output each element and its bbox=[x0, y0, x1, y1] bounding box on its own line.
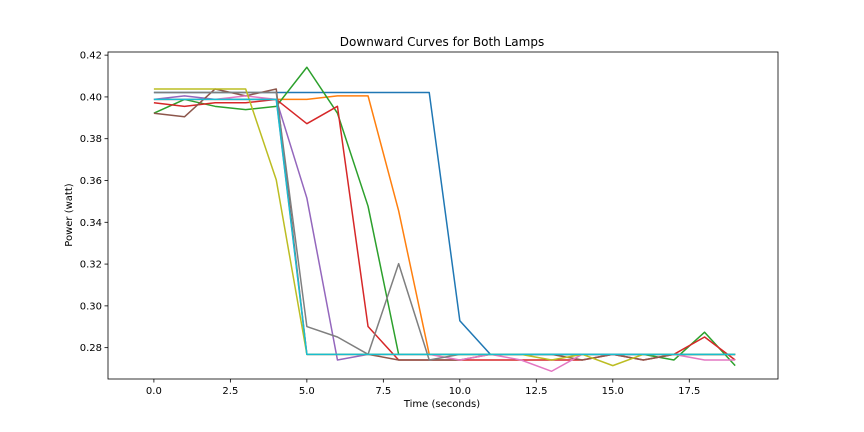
x-tick-label: 2.5 bbox=[222, 386, 238, 397]
y-tick-label: 0.30 bbox=[80, 301, 102, 312]
plot-frame bbox=[107, 51, 779, 380]
series-line-6 bbox=[153, 88, 736, 361]
y-axis-ticks: 0.28 0.30 0.32 0.34 0.36 0.38 0.40 0.42 bbox=[80, 51, 108, 354]
y-tick-label: 0.36 bbox=[80, 176, 102, 187]
y-axis-label: Power (watt) bbox=[64, 183, 75, 246]
y-tick-label: 0.38 bbox=[80, 134, 102, 145]
y-tick-label: 0.28 bbox=[80, 343, 102, 354]
x-axis-label: Time (seconds) bbox=[403, 399, 480, 410]
series-line-10 bbox=[153, 98, 736, 356]
y-tick-label: 0.34 bbox=[80, 218, 102, 229]
x-axis-ticks: 0.0 2.5 5.0 7.5 10.0 12.5 15.0 17.5 bbox=[146, 379, 700, 397]
chart-title: Downward Curves for Both Lamps bbox=[340, 35, 544, 49]
x-tick-label: 12.5 bbox=[525, 386, 547, 397]
x-tick-label: 10.0 bbox=[449, 386, 471, 397]
y-tick-label: 0.42 bbox=[80, 51, 102, 62]
series-layer bbox=[153, 66, 736, 373]
x-tick-label: 5.0 bbox=[299, 386, 315, 397]
y-tick-label: 0.32 bbox=[80, 260, 102, 271]
x-tick-label: 0.0 bbox=[146, 386, 162, 397]
x-tick-label: 15.0 bbox=[602, 386, 624, 397]
x-tick-label: 17.5 bbox=[678, 386, 700, 397]
x-tick-label: 7.5 bbox=[375, 386, 391, 397]
y-tick-label: 0.40 bbox=[80, 92, 102, 103]
